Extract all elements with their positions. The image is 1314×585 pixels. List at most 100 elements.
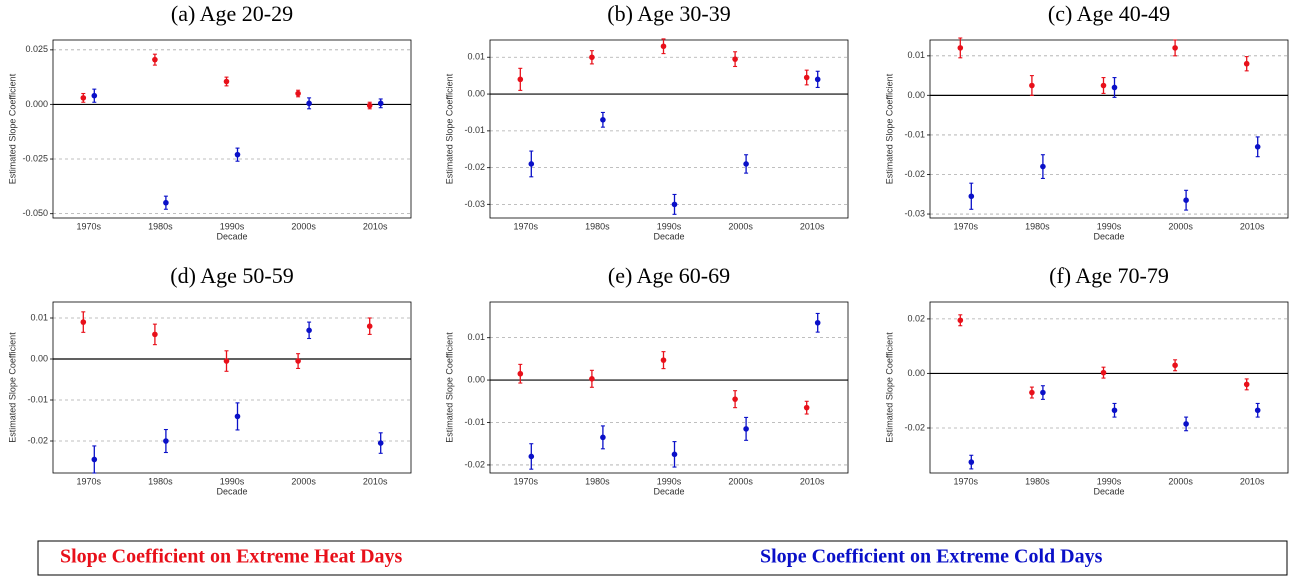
y-tick-label: -0.01	[904, 129, 925, 139]
point	[671, 451, 678, 458]
point	[660, 43, 667, 50]
point	[814, 76, 821, 83]
point	[1100, 82, 1107, 89]
x-tick-label: 1970s	[954, 476, 979, 486]
y-tick-label: -0.01	[464, 417, 485, 427]
point	[957, 317, 964, 324]
point	[660, 357, 667, 363]
x-tick-label: 1970s	[954, 221, 979, 231]
point	[1254, 144, 1261, 150]
plot-frame	[929, 301, 1289, 474]
point	[589, 376, 595, 382]
point	[234, 413, 241, 420]
point	[152, 56, 158, 63]
x-tick-label: 2010s	[363, 221, 388, 231]
point	[1183, 421, 1189, 427]
point	[517, 370, 524, 377]
point	[732, 396, 738, 402]
legend-box	[37, 540, 1288, 576]
point	[600, 434, 606, 441]
y-tick-label: 0.000	[25, 99, 48, 109]
x-tick-label: 1970s	[514, 476, 539, 486]
y-tick-label: 0.00	[467, 374, 485, 384]
panel-title: (b) Age 30-39	[607, 1, 730, 26]
point	[1040, 163, 1046, 170]
x-axis-label: Decade	[653, 231, 684, 241]
point	[517, 76, 524, 83]
panel-title: (d) Age 50-59	[170, 263, 293, 288]
y-tick-label: 0.00	[907, 90, 925, 100]
x-axis-label: Decade	[653, 486, 684, 496]
point	[743, 426, 749, 432]
point	[91, 92, 98, 99]
x-tick-label: 1980s	[1025, 221, 1050, 231]
panel-title: (c) Age 40-49	[1048, 1, 1170, 26]
x-tick-label: 1990s	[657, 476, 682, 486]
x-tick-label: 1980s	[148, 221, 173, 231]
point	[366, 102, 373, 109]
x-tick-label: 2000s	[728, 476, 753, 486]
y-tick-label: -0.02	[904, 169, 925, 179]
x-tick-label: 1970s	[77, 221, 102, 231]
point	[1172, 362, 1178, 369]
y-tick-label: 0.01	[467, 52, 485, 62]
y-tick-label: -0.02	[464, 162, 485, 172]
panel-title: (f) Age 70-79	[1049, 263, 1169, 288]
point	[1029, 389, 1035, 396]
x-tick-label: 1990s	[1097, 476, 1122, 486]
x-tick-label: 1980s	[585, 221, 610, 231]
y-axis-label: Estimated Slope Coefficient	[444, 73, 454, 184]
point	[1243, 60, 1250, 67]
point	[80, 95, 87, 101]
panel-title: (e) Age 60-69	[608, 263, 730, 288]
point	[814, 319, 821, 326]
point	[1254, 407, 1261, 414]
x-tick-label: 1970s	[514, 221, 539, 231]
plot-frame	[929, 39, 1289, 219]
x-tick-label: 2010s	[800, 476, 825, 486]
point	[223, 358, 230, 364]
plot-frame	[489, 301, 849, 474]
point	[1172, 45, 1178, 51]
point	[1029, 82, 1035, 89]
y-axis-label: Estimated Slope Coefficient	[7, 332, 17, 443]
y-tick-label: -0.02	[904, 422, 925, 432]
y-tick-label: 0.00	[467, 88, 485, 98]
point	[1040, 389, 1046, 396]
panel-title: (a) Age 20-29	[171, 1, 293, 26]
point	[234, 151, 241, 158]
plot-frame	[489, 39, 849, 219]
x-axis-label: Decade	[1093, 486, 1124, 496]
point	[163, 438, 169, 444]
point	[528, 453, 535, 460]
plot-frame	[52, 301, 412, 474]
point	[732, 56, 738, 62]
point	[295, 90, 301, 97]
x-axis-label: Decade	[1093, 231, 1124, 241]
y-tick-label: 0.02	[907, 313, 925, 323]
point	[80, 319, 87, 325]
y-axis-label: Estimated Slope Coefficient	[884, 332, 894, 443]
point	[223, 78, 230, 85]
x-tick-label: 2000s	[291, 476, 316, 486]
x-tick-label: 1980s	[585, 476, 610, 486]
y-tick-label: -0.03	[464, 199, 485, 209]
x-tick-label: 1990s	[220, 221, 245, 231]
legend-label: Slope Coefficient on Extreme Heat Days	[60, 546, 403, 568]
x-axis-label: Decade	[216, 486, 247, 496]
point	[671, 201, 678, 208]
x-axis-label: Decade	[216, 231, 247, 241]
point	[589, 54, 595, 61]
point	[1111, 84, 1118, 91]
point	[957, 45, 964, 51]
point	[295, 358, 301, 364]
y-tick-label: 0.01	[30, 312, 48, 322]
point	[528, 161, 535, 167]
point	[1111, 407, 1118, 414]
x-tick-label: 1990s	[1097, 221, 1122, 231]
y-tick-label: -0.01	[27, 394, 48, 404]
point	[1243, 381, 1250, 388]
x-tick-label: 2010s	[1240, 221, 1265, 231]
x-tick-label: 1990s	[220, 476, 245, 486]
